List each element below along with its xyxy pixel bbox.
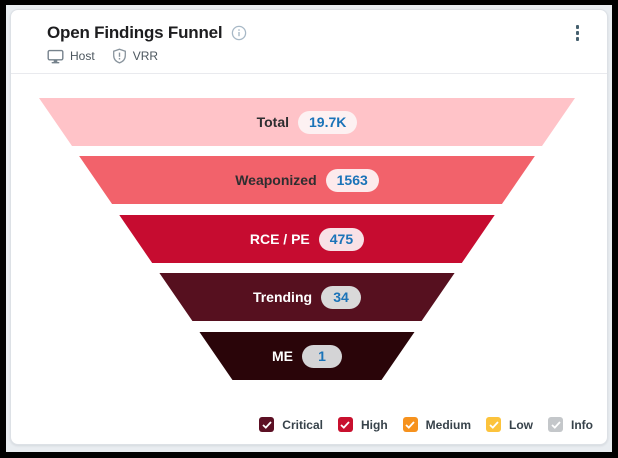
funnel-segment-trending[interactable]: Trending 34 xyxy=(37,273,577,321)
legend-label: Low xyxy=(509,417,533,432)
page-title: Open Findings Funnel xyxy=(47,23,223,42)
funnel-segment-value-badge: 34 xyxy=(321,285,362,309)
checkbox-high[interactable] xyxy=(337,417,353,432)
kebab-menu-icon[interactable] xyxy=(570,23,586,43)
tag-vrr-label: VRR xyxy=(132,49,159,63)
legend-item-medium[interactable]: Medium xyxy=(402,417,471,432)
check-icon xyxy=(405,420,415,429)
funnel-segment-value-badge: 19.7K xyxy=(298,110,358,134)
funnel-chart: Total 19.7K Weaponized 1563 xyxy=(37,98,577,380)
check-icon xyxy=(262,420,272,429)
open-findings-funnel-card: Open Findings Funnel xyxy=(10,9,608,445)
card-header: Open Findings Funnel xyxy=(11,10,607,74)
legend-label: Critical xyxy=(282,417,323,432)
checkbox-critical[interactable] xyxy=(259,417,275,432)
funnel-segment-total[interactable]: Total 19.7K xyxy=(37,98,577,146)
funnel-segment-shape xyxy=(79,156,535,204)
page-background: Open Findings Funnel xyxy=(6,5,612,452)
legend-label: Medium xyxy=(425,417,471,432)
checkbox-info[interactable] xyxy=(548,417,563,432)
tag-host-label: Host xyxy=(70,49,95,63)
tag-vrr: VRR xyxy=(112,48,158,64)
card-subtags: Host VRR xyxy=(47,48,585,64)
legend-label: High xyxy=(360,417,388,432)
funnel-segment-value-badge: 475 xyxy=(318,227,365,251)
legend-item-critical[interactable]: Critical xyxy=(259,417,323,432)
shield-exclamation-icon xyxy=(112,48,127,64)
check-icon xyxy=(340,420,351,429)
funnel-segment-value-badge: 1563 xyxy=(325,168,379,192)
funnel-segment-shape xyxy=(119,215,495,263)
checkbox-low[interactable] xyxy=(486,417,501,432)
funnel-segment-label: Weaponized xyxy=(235,172,317,188)
info-icon[interactable] xyxy=(231,25,247,41)
funnel-segment-rce-pe[interactable]: RCE / PE 475 xyxy=(37,215,577,263)
funnel-segment-label: RCE / PE xyxy=(249,231,310,247)
check-icon xyxy=(488,420,499,429)
check-icon xyxy=(550,420,561,429)
tag-host: Host xyxy=(47,49,95,64)
funnel-segment-label: Trending xyxy=(252,289,313,305)
legend-item-info[interactable]: Info xyxy=(548,417,593,432)
legend-label: Info xyxy=(571,417,593,432)
funnel-segment-shape xyxy=(159,273,455,321)
funnel-segment-value-badge: 1 xyxy=(302,344,342,368)
legend-item-high[interactable]: High xyxy=(337,417,388,432)
funnel-segment-label: ME xyxy=(272,348,293,364)
funnel-segment-me[interactable]: ME 1 xyxy=(37,332,577,380)
legend-item-low[interactable]: Low xyxy=(486,417,533,432)
severity-legend: Critical High Medium xyxy=(259,417,593,432)
checkbox-medium[interactable] xyxy=(402,417,418,432)
funnel-segment-weaponized[interactable]: Weaponized 1563 xyxy=(37,156,577,204)
monitor-icon xyxy=(47,49,64,64)
funnel-segment-label: Total xyxy=(256,114,290,130)
funnel-chart-area: Total 19.7K Weaponized 1563 xyxy=(11,74,607,444)
